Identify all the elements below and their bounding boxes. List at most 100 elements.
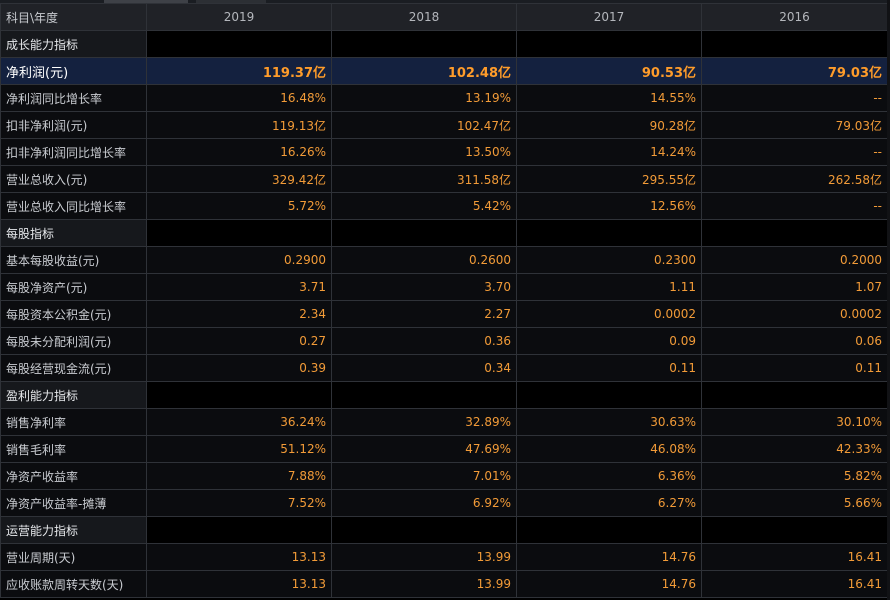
row-label: 每股未分配利润(元) (0, 327, 147, 355)
tab-indicator-secondary[interactable] (196, 0, 266, 3)
row-label: 销售净利率 (0, 408, 147, 436)
value-cell-2018: 3.70 (331, 273, 517, 301)
value-cell-2017 (516, 219, 702, 247)
table-row[interactable]: 扣非净利润(元) 119.13亿 102.47亿 90.28亿 79.03亿 (0, 111, 888, 139)
value-cell-2019: 5.72% (146, 192, 332, 220)
table-row[interactable]: 应收账款周转天数(天) 13.13 13.99 14.76 16.41 (0, 570, 888, 598)
row-label: 营业总收入同比增长率 (0, 192, 147, 220)
value-cell-2019 (146, 516, 332, 544)
value-cell-2017: 295.55亿 (516, 165, 702, 193)
value-cell-2017: 0.09 (516, 327, 702, 355)
value-cell-2018: 0.36 (331, 327, 517, 355)
tab-indicator[interactable] (104, 0, 188, 3)
table-row[interactable]: 净资产收益率-摊薄 7.52% 6.92% 6.27% 5.66% (0, 489, 888, 517)
value-cell-2018: 7.01% (331, 462, 517, 490)
table-row[interactable]: 销售毛利率 51.12% 47.69% 46.08% 42.33% (0, 435, 888, 463)
value-cell-2019 (146, 30, 332, 58)
table-row[interactable]: 净资产收益率 7.88% 7.01% 6.36% 5.82% (0, 462, 888, 490)
table-row[interactable]: 每股净资产(元) 3.71 3.70 1.11 1.07 (0, 273, 888, 301)
value-cell-2018: 102.47亿 (331, 111, 517, 139)
row-label: 基本每股收益(元) (0, 246, 147, 274)
value-cell-2017: 90.28亿 (516, 111, 702, 139)
value-cell-2019: 51.12% (146, 435, 332, 463)
value-cell-2018: 32.89% (331, 408, 517, 436)
section-label: 盈利能力指标 (0, 381, 147, 409)
value-cell-2018 (331, 516, 517, 544)
row-label: 扣非净利润(元) (0, 111, 147, 139)
value-cell-2019: 16.26% (146, 138, 332, 166)
top-tab-strip (0, 0, 890, 3)
header-year-2018[interactable]: 2018 (331, 3, 517, 31)
value-cell-2017: 46.08% (516, 435, 702, 463)
value-cell-2017: 6.36% (516, 462, 702, 490)
value-cell-2016 (701, 219, 888, 247)
value-cell-2017: 90.53亿 (516, 57, 702, 85)
table-row[interactable]: 净利润同比增长率 16.48% 13.19% 14.55% -- (0, 84, 888, 112)
table-row[interactable]: 营业总收入(元) 329.42亿 311.58亿 295.55亿 262.58亿 (0, 165, 888, 193)
value-cell-2016: 0.06 (701, 327, 888, 355)
value-cell-2017: 6.27% (516, 489, 702, 517)
value-cell-2019: 119.13亿 (146, 111, 332, 139)
row-label: 应收账款周转天数(天) (0, 570, 147, 598)
header-label-cell: 科目\年度 (0, 3, 147, 31)
row-label: 净资产收益率 (0, 462, 147, 490)
header-year-2019[interactable]: 2019 (146, 3, 332, 31)
value-cell-2016: 0.0002 (701, 300, 888, 328)
value-cell-2018: 13.99 (331, 570, 517, 598)
section-label: 每股指标 (0, 219, 147, 247)
section-label: 成长能力指标 (0, 30, 147, 58)
value-cell-2017: 30.63% (516, 408, 702, 436)
table-row[interactable]: 每股资本公积金(元) 2.34 2.27 0.0002 0.0002 (0, 300, 888, 328)
value-cell-2017 (516, 30, 702, 58)
value-cell-2017: 14.76 (516, 570, 702, 598)
value-cell-2016: 30.10% (701, 408, 888, 436)
value-cell-2019: 16.48% (146, 84, 332, 112)
table-row[interactable]: 基本每股收益(元) 0.2900 0.2600 0.2300 0.2000 (0, 246, 888, 274)
table-row[interactable]: 每股未分配利润(元) 0.27 0.36 0.09 0.06 (0, 327, 888, 355)
value-cell-2017: 0.11 (516, 354, 702, 382)
value-cell-2016: 0.2000 (701, 246, 888, 274)
section-header-row: 成长能力指标 (0, 30, 888, 58)
header-year-2017[interactable]: 2017 (516, 3, 702, 31)
value-cell-2019: 119.37亿 (146, 57, 332, 85)
value-cell-2018: 13.19% (331, 84, 517, 112)
table-header-row: 科目\年度 2019 2018 2017 2016 (0, 3, 888, 31)
row-label: 每股资本公积金(元) (0, 300, 147, 328)
table-row[interactable]: 营业总收入同比增长率 5.72% 5.42% 12.56% -- (0, 192, 888, 220)
section-label: 运营能力指标 (0, 516, 147, 544)
table-row[interactable]: 每股经营现金流(元) 0.39 0.34 0.11 0.11 (0, 354, 888, 382)
scrollbar-track[interactable] (887, 0, 890, 600)
value-cell-2016: 0.11 (701, 354, 888, 382)
value-cell-2019: 13.13 (146, 570, 332, 598)
value-cell-2017: 12.56% (516, 192, 702, 220)
value-cell-2016: 262.58亿 (701, 165, 888, 193)
value-cell-2018: 311.58亿 (331, 165, 517, 193)
section-header-row: 盈利能力指标 (0, 381, 888, 409)
row-label: 营业周期(天) (0, 543, 147, 571)
value-cell-2016: 5.82% (701, 462, 888, 490)
table-row[interactable]: 营业周期(天) 13.13 13.99 14.76 16.41 (0, 543, 888, 571)
value-cell-2018: 47.69% (331, 435, 517, 463)
value-cell-2016: -- (701, 138, 888, 166)
value-cell-2017: 14.24% (516, 138, 702, 166)
value-cell-2016: 1.07 (701, 273, 888, 301)
header-year-2016[interactable]: 2016 (701, 3, 888, 31)
value-cell-2018: 13.50% (331, 138, 517, 166)
value-cell-2018: 102.48亿 (331, 57, 517, 85)
value-cell-2019: 13.13 (146, 543, 332, 571)
table-row[interactable]: 扣非净利润同比增长率 16.26% 13.50% 14.24% -- (0, 138, 888, 166)
value-cell-2016: 42.33% (701, 435, 888, 463)
row-label: 扣非净利润同比增长率 (0, 138, 147, 166)
value-cell-2017: 14.76 (516, 543, 702, 571)
table-row[interactable]: 净利润(元) 119.37亿 102.48亿 90.53亿 79.03亿 (0, 57, 888, 85)
value-cell-2019: 0.2900 (146, 246, 332, 274)
value-cell-2019: 2.34 (146, 300, 332, 328)
value-cell-2016 (701, 30, 888, 58)
row-label: 销售毛利率 (0, 435, 147, 463)
table-row[interactable]: 销售净利率 36.24% 32.89% 30.63% 30.10% (0, 408, 888, 436)
section-header-row: 每股指标 (0, 219, 888, 247)
value-cell-2016: 79.03亿 (701, 111, 888, 139)
value-cell-2016 (701, 381, 888, 409)
row-label: 每股经营现金流(元) (0, 354, 147, 382)
